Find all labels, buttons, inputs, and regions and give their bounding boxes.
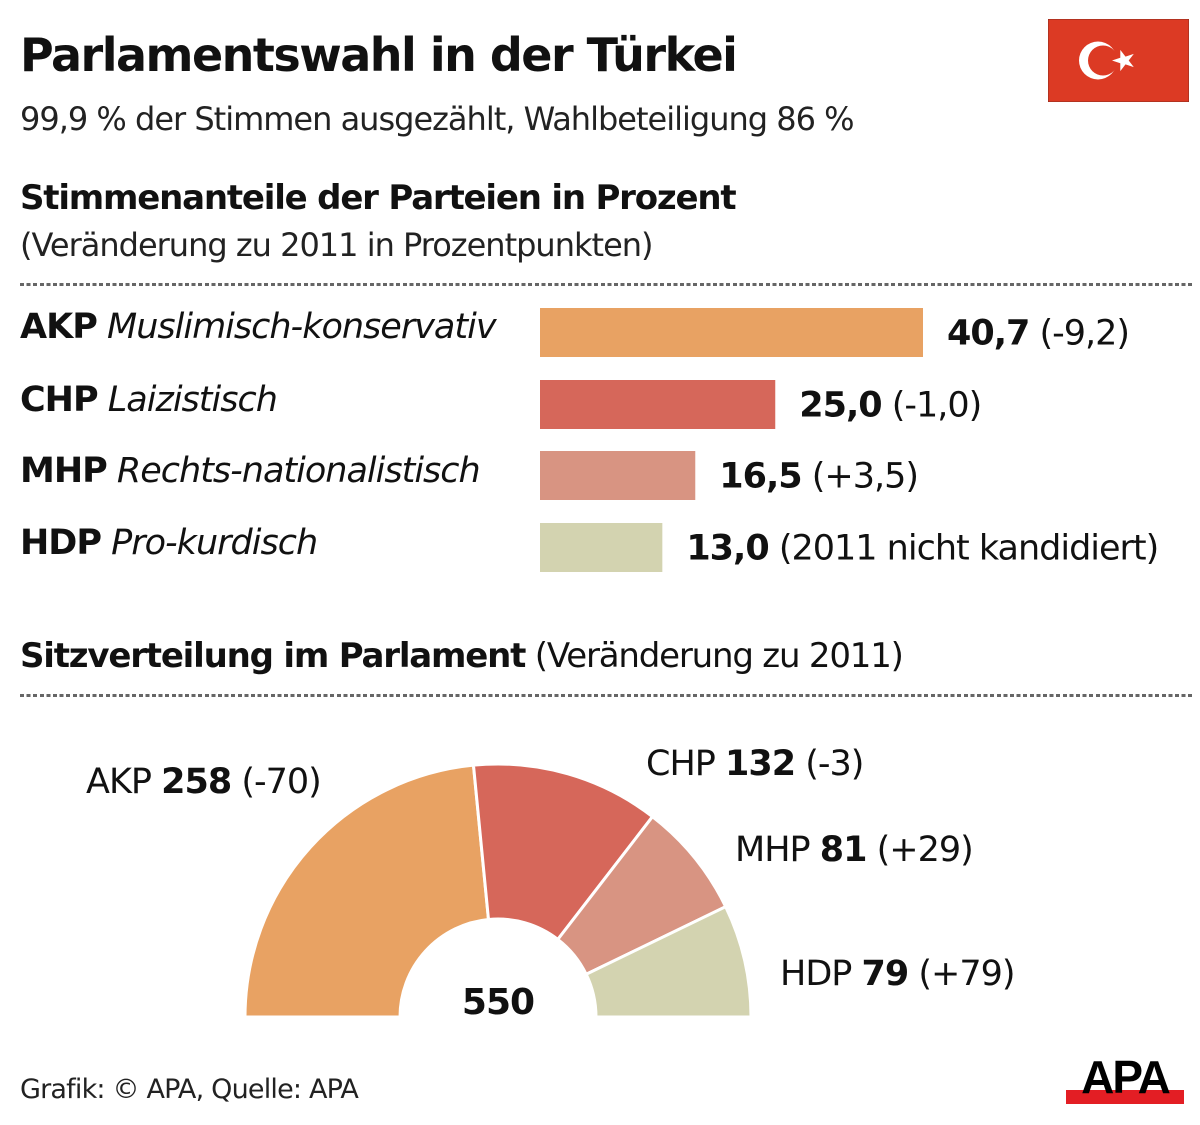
bar-label-hdp: 13,0 (2011 nicht kandidiert) [686, 529, 1158, 569]
seat-label-chp: CHP 132 (-3) [646, 744, 863, 784]
party-label-akp: AKP Muslimisch-konservativ [20, 307, 497, 347]
apa-logo-bar [1066, 1090, 1184, 1104]
dotted-divider [20, 694, 1192, 697]
flag-crescent-inner [1088, 45, 1118, 76]
bar-mhp [540, 451, 696, 500]
party-description: Muslimisch-konservativ [107, 307, 497, 347]
page-title: Parlamentswahl in der Türkei [20, 28, 738, 82]
seat-count: 258 [161, 762, 231, 802]
seat-count: 81 [820, 830, 867, 870]
seat-segment-hdp [584, 904, 753, 1019]
seat-count: 132 [725, 744, 795, 784]
turkey-flag-icon [1048, 19, 1189, 102]
party-description: Laizistisch [107, 380, 278, 420]
dotted-divider [20, 283, 1192, 286]
party-abbr: AKP [20, 307, 98, 347]
party-label-hdp: HDP Pro-kurdisch [20, 523, 318, 563]
bar-value-label: 25,0 [799, 386, 881, 426]
party-abbr: CHP [20, 380, 99, 420]
party-abbr: MHP [20, 451, 108, 491]
bar-change-label: (-9,2) [1029, 314, 1129, 354]
bar-akp [540, 308, 923, 357]
bar-change-label: (-1,0) [882, 386, 982, 426]
seat-segment-akp [243, 763, 491, 1019]
seat-change: (+79) [908, 954, 1014, 994]
vote-share-bar-chart: 40,7 (-9,2) 25,0 (-1,0) 16,5 (+3,5) 13,0 (2… [540, 308, 1159, 572]
seat-change: (-70) [231, 762, 321, 802]
seat-label-mhp: MHP 81 (+29) [735, 830, 973, 870]
seat-party-name: AKP [86, 762, 161, 802]
votes-section-title: Stimmenanteile der Parteien in Prozent [20, 178, 737, 218]
bar-label-akp: 40,7 (-9,2) [947, 314, 1129, 354]
seats-section-title-bold: Sitzverteilung im Parlament [20, 636, 526, 676]
seat-label-akp: AKP 258 (-70) [86, 762, 321, 802]
seats-section-title: Sitzverteilung im Parlament (Veränderung… [20, 636, 904, 676]
seat-segment-chp [471, 762, 655, 942]
seat-distribution-chart: 550 AKP 258 (-70) CHP 132 (-3) MHP 81 (+29)… [86, 744, 1016, 1023]
bar-change-label: (+3,5) [802, 457, 918, 497]
source-credit: Grafik: © APA, Quelle: APA [20, 1074, 359, 1105]
seat-party-name: MHP [735, 830, 820, 870]
seat-total-label: 550 [462, 982, 534, 1023]
apa-logo-text: APA [1081, 1053, 1169, 1103]
votes-section-subtitle: (Veränderung zu 2011 in Prozentpunkten) [20, 226, 654, 264]
party-abbr: HDP [20, 523, 102, 563]
seat-party-name: CHP [646, 744, 725, 784]
seat-party-name: HDP [780, 954, 862, 994]
page-subtitle: 99,9 % der Stimmen ausgezählt, Wahlbetei… [20, 100, 855, 138]
bar-value-label: 16,5 [719, 457, 801, 497]
party-description: Pro-kurdisch [111, 523, 318, 563]
apa-logo-icon: APA [1066, 1053, 1184, 1104]
bar-hdp [540, 523, 663, 572]
party-label-mhp: MHP Rechts-nationalistisch [20, 451, 481, 491]
seat-change: (+29) [866, 830, 972, 870]
party-label-chp: CHP Laizistisch [20, 380, 278, 420]
seats-section-title-rest: (Veränderung zu 2011) [525, 636, 904, 676]
bar-label-mhp: 16,5 (+3,5) [719, 457, 918, 497]
party-description: Rechts-nationalistisch [116, 451, 481, 491]
bar-value-label: 40,7 [947, 314, 1029, 354]
seat-label-hdp: HDP 79 (+79) [780, 954, 1015, 994]
bar-chp [540, 380, 776, 429]
flag-star [1112, 49, 1134, 72]
seat-change: (-3) [795, 744, 863, 784]
bar-label-chp: 25,0 (-1,0) [799, 386, 981, 426]
bar-value-label: 13,0 [686, 529, 768, 569]
seat-count: 79 [862, 954, 909, 994]
bar-change-label: (2011 nicht kandidiert) [769, 529, 1159, 569]
